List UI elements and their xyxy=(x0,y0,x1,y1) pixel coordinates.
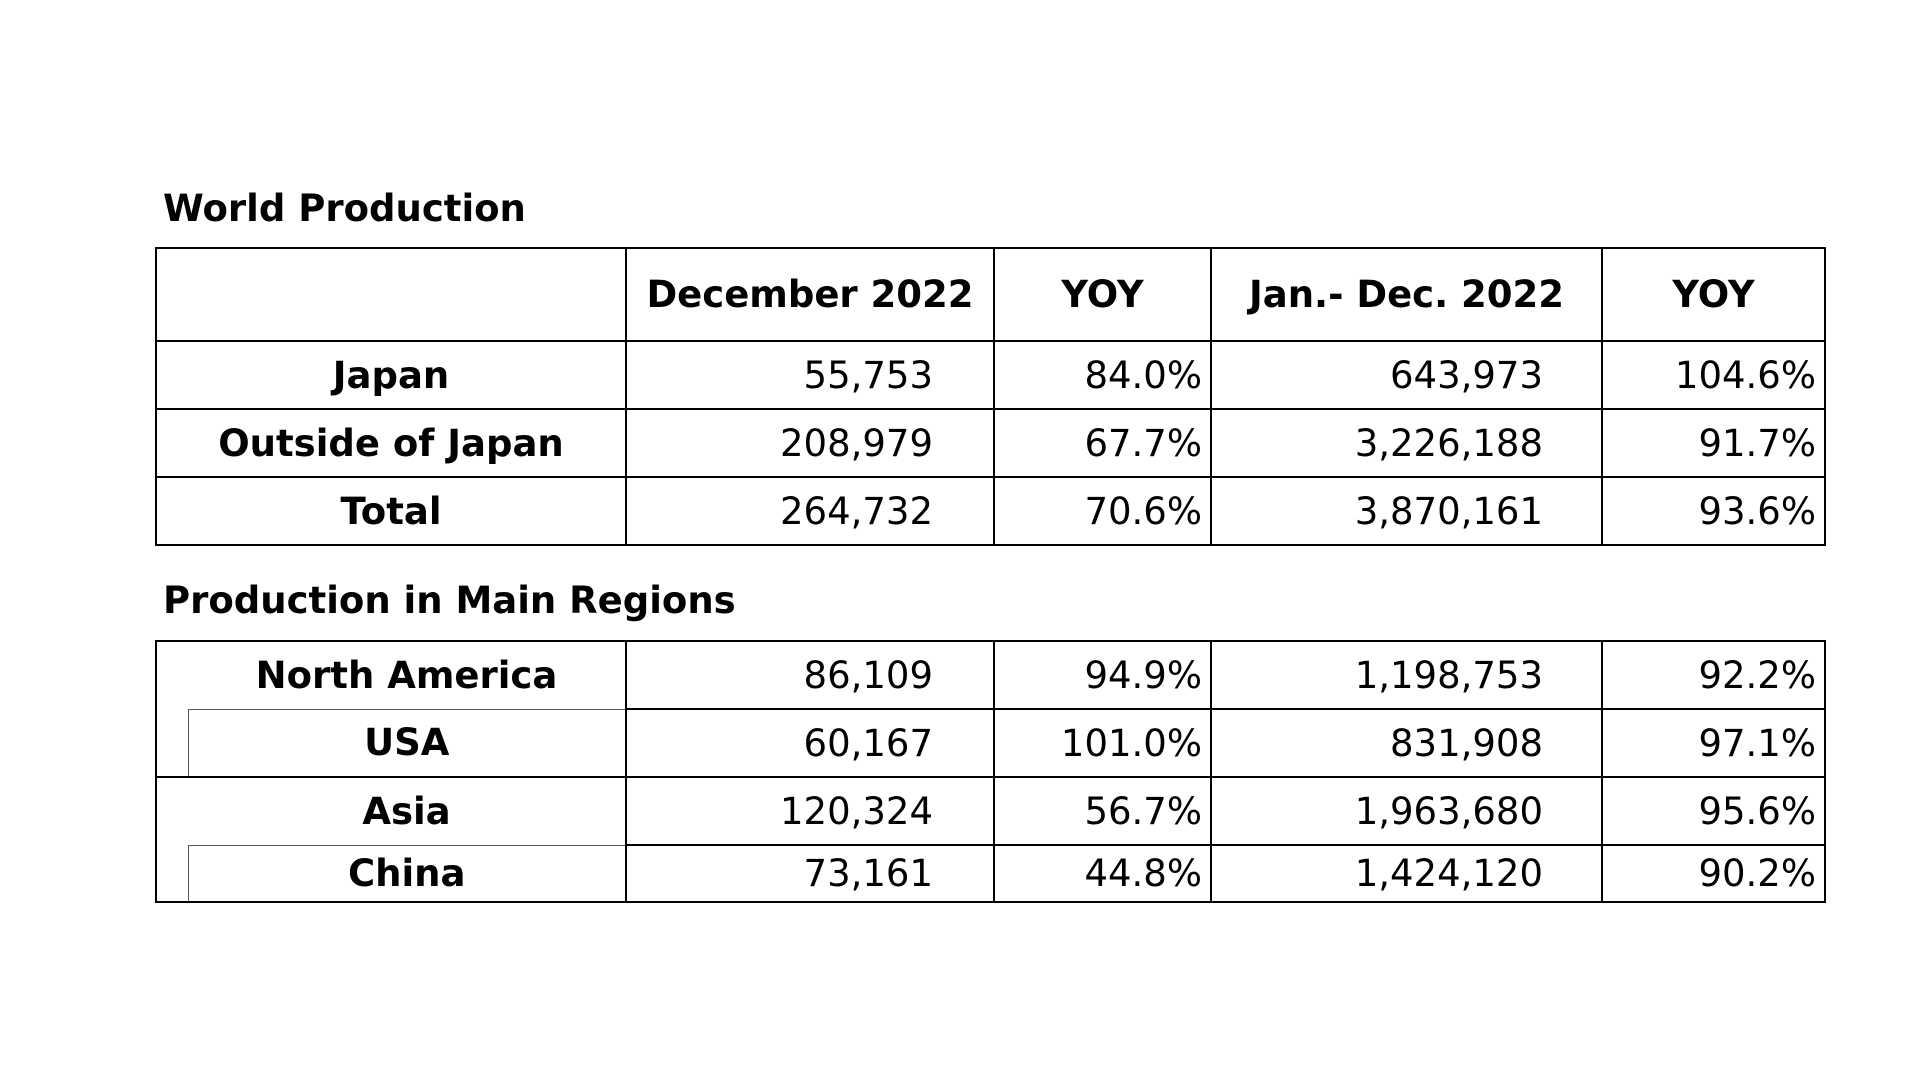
jan-dec-value: 1,963,680 xyxy=(1210,776,1603,846)
yoy-cumulative-value: 93.6% xyxy=(1601,476,1826,546)
yoy-cumulative-value: 91.7% xyxy=(1601,408,1826,478)
yoy-value: 67.7% xyxy=(993,408,1212,478)
december-value: 73,161 xyxy=(625,844,995,903)
jan-dec-value: 3,870,161 xyxy=(1210,476,1603,546)
table-header-row: December 2022 YOY Jan.- Dec. 2022 YOY xyxy=(155,247,1826,342)
world-production-title: World Production xyxy=(163,187,526,230)
row-label: Japan xyxy=(155,340,627,410)
yoy-cumulative-value: 95.6% xyxy=(1601,776,1826,846)
row-label: North America xyxy=(188,640,627,709)
table-row-usa: USA 60,167 101.0% 831,908 97.1% xyxy=(155,708,1826,778)
yoy-value: 94.9% xyxy=(993,640,1212,710)
row-label: USA xyxy=(187,708,627,778)
main-regions-table: North America 86,109 94.9% 1,198,753 92.… xyxy=(155,640,1826,903)
row-label: China xyxy=(187,844,627,903)
december-value: 120,324 xyxy=(625,776,995,846)
row-label: Total xyxy=(155,476,627,546)
world-production-table: December 2022 YOY Jan.- Dec. 2022 YOY Ja… xyxy=(155,247,1826,546)
header-blank xyxy=(155,247,627,342)
yoy-cumulative-value: 97.1% xyxy=(1601,708,1826,778)
jan-dec-value: 831,908 xyxy=(1210,708,1603,778)
indent-cell xyxy=(155,776,188,845)
jan-dec-value: 1,198,753 xyxy=(1210,640,1603,710)
header-yoy: YOY xyxy=(993,247,1212,342)
yoy-value: 70.6% xyxy=(993,476,1212,546)
header-yoy-cumulative: YOY xyxy=(1601,247,1826,342)
december-value: 208,979 xyxy=(625,408,995,478)
yoy-cumulative-value: 90.2% xyxy=(1601,844,1826,903)
table-row-china: China 73,161 44.8% 1,424,120 90.2% xyxy=(155,844,1826,903)
yoy-value: 44.8% xyxy=(993,844,1212,903)
yoy-value: 84.0% xyxy=(993,340,1212,410)
table-row-outside-japan: Outside of Japan 208,979 67.7% 3,226,188… xyxy=(155,408,1826,478)
table-row-total: Total 264,732 70.6% 3,870,161 93.6% xyxy=(155,476,1826,546)
indent-cell xyxy=(155,640,188,709)
jan-dec-value: 3,226,188 xyxy=(1210,408,1603,478)
table-row-north-america: North America 86,109 94.9% 1,198,753 92.… xyxy=(155,640,1826,710)
table-row-asia: Asia 120,324 56.7% 1,963,680 95.6% xyxy=(155,776,1826,846)
jan-dec-value: 1,424,120 xyxy=(1210,844,1603,903)
december-value: 264,732 xyxy=(625,476,995,546)
header-jan-dec-2022: Jan.- Dec. 2022 xyxy=(1210,247,1603,342)
december-value: 60,167 xyxy=(625,708,995,778)
yoy-value: 56.7% xyxy=(993,776,1212,846)
december-value: 86,109 xyxy=(625,640,995,710)
row-label: Outside of Japan xyxy=(155,408,627,478)
indent-cell xyxy=(155,709,188,778)
header-december-2022: December 2022 xyxy=(625,247,995,342)
december-value: 55,753 xyxy=(625,340,995,410)
yoy-cumulative-value: 104.6% xyxy=(1601,340,1826,410)
jan-dec-value: 643,973 xyxy=(1210,340,1603,410)
yoy-value: 101.0% xyxy=(993,708,1212,778)
row-label: Asia xyxy=(188,776,627,845)
indent-cell xyxy=(155,845,188,903)
main-regions-title: Production in Main Regions xyxy=(163,579,736,622)
yoy-cumulative-value: 92.2% xyxy=(1601,640,1826,710)
table-row-japan: Japan 55,753 84.0% 643,973 104.6% xyxy=(155,340,1826,410)
